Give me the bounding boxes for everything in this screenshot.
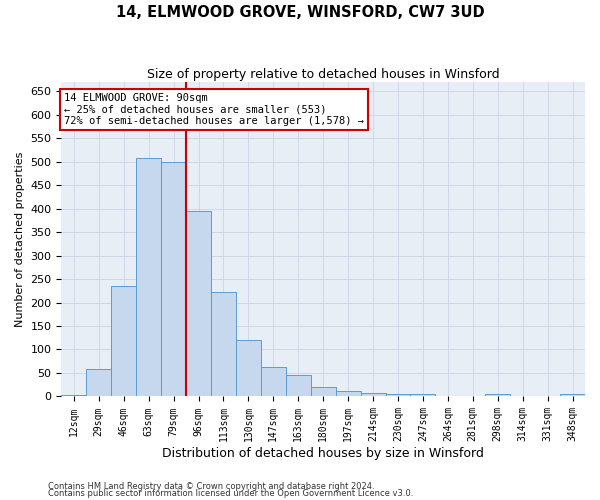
Text: Contains HM Land Registry data © Crown copyright and database right 2024.: Contains HM Land Registry data © Crown c… <box>48 482 374 491</box>
Bar <box>261 368 286 396</box>
Text: Contains public sector information licensed under the Open Government Licence v3: Contains public sector information licen… <box>48 490 413 498</box>
Bar <box>386 394 410 396</box>
Bar <box>86 369 111 396</box>
X-axis label: Distribution of detached houses by size in Winsford: Distribution of detached houses by size … <box>162 447 484 460</box>
Text: 14, ELMWOOD GROVE, WINSFORD, CW7 3UD: 14, ELMWOOD GROVE, WINSFORD, CW7 3UD <box>116 5 484 20</box>
Bar <box>186 211 211 396</box>
Bar <box>111 286 136 397</box>
Bar <box>560 394 585 396</box>
Bar <box>286 375 311 396</box>
Bar <box>335 392 361 396</box>
Bar <box>485 394 510 396</box>
Text: 14 ELMWOOD GROVE: 90sqm
← 25% of detached houses are smaller (553)
72% of semi-d: 14 ELMWOOD GROVE: 90sqm ← 25% of detache… <box>64 92 364 126</box>
Bar <box>311 387 335 396</box>
Bar <box>61 395 86 396</box>
Bar <box>236 340 261 396</box>
Bar <box>136 158 161 396</box>
Bar <box>361 392 386 396</box>
Bar <box>211 292 236 397</box>
Bar <box>410 394 436 396</box>
Y-axis label: Number of detached properties: Number of detached properties <box>15 152 25 327</box>
Title: Size of property relative to detached houses in Winsford: Size of property relative to detached ho… <box>147 68 500 80</box>
Bar <box>161 162 186 396</box>
